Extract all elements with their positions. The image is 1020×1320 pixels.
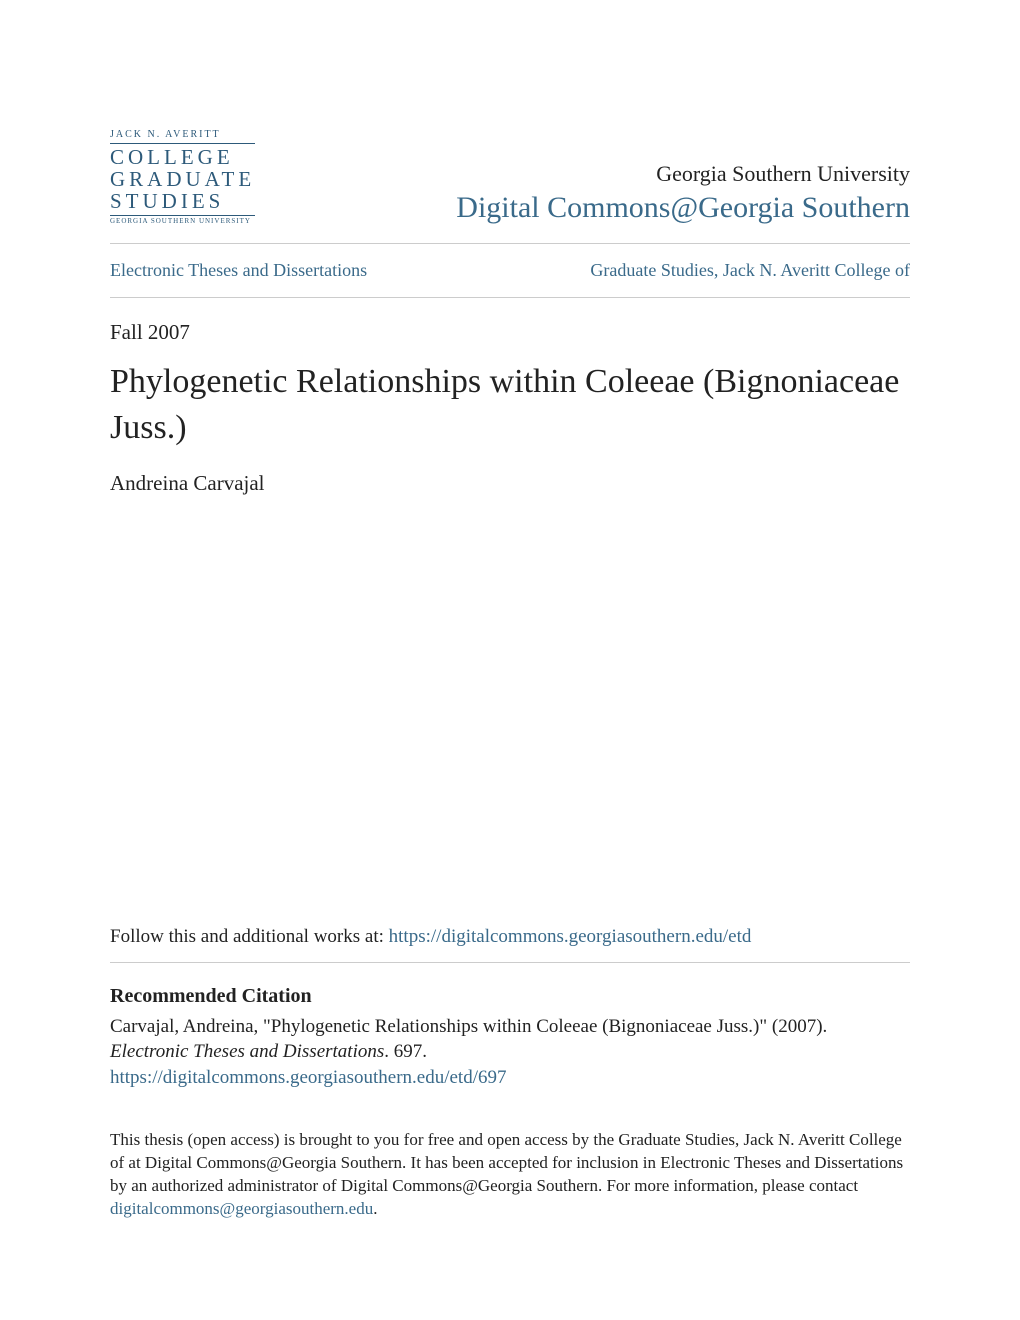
collection-link[interactable]: Electronic Theses and Dissertations <box>110 260 367 281</box>
breadcrumb-row: Electronic Theses and Dissertations Grad… <box>110 244 910 297</box>
logo-top-line: JACK N. AVERITT <box>110 130 255 144</box>
follow-url[interactable]: https://digitalcommons.georgiasouthern.e… <box>389 926 752 947</box>
footer-suffix: . <box>373 1199 377 1218</box>
logo-line-graduate: GRADUATE <box>110 168 255 190</box>
citation-url[interactable]: https://digitalcommons.georgiasouthern.e… <box>110 1067 507 1088</box>
header-right: Georgia Southern University Digital Comm… <box>456 161 910 225</box>
divider-breadcrumb <box>110 297 910 298</box>
divider-follow <box>110 962 910 963</box>
citation-series: Electronic Theses and Dissertations <box>110 1041 384 1062</box>
citation-block: Carvajal, Andreina, "Phylogenetic Relati… <box>110 1014 910 1091</box>
department-link[interactable]: Graduate Studies, Jack N. Averitt Colleg… <box>590 260 910 281</box>
citation-suffix: . 697. <box>384 1041 427 1062</box>
follow-line: Follow this and additional works at: htt… <box>110 926 910 948</box>
footer-email[interactable]: digitalcommons@georgiasouthern.edu <box>110 1199 373 1218</box>
document-title: Phylogenetic Relationships within Coleea… <box>110 359 910 451</box>
citation-heading: Recommended Citation <box>110 985 910 1008</box>
logo-sub-line: GEORGIA SOUTHERN UNIVERSITY <box>110 215 255 225</box>
citation-prefix: Carvajal, Andreina, "Phylogenetic Relati… <box>110 1016 827 1037</box>
repository-link[interactable]: Digital Commons@Georgia Southern <box>456 191 910 224</box>
logo-line-college: COLLEGE <box>110 146 255 168</box>
college-logo: JACK N. AVERITT COLLEGE GRADUATE STUDIES… <box>110 130 255 225</box>
logo-line-studies: STUDIES <box>110 190 255 212</box>
publication-date: Fall 2007 <box>110 320 910 345</box>
follow-prefix: Follow this and additional works at: <box>110 926 389 947</box>
document-page: JACK N. AVERITT COLLEGE GRADUATE STUDIES… <box>0 0 1020 1280</box>
university-name: Georgia Southern University <box>456 161 910 187</box>
footer-note: This thesis (open access) is brought to … <box>110 1129 910 1221</box>
author-name: Andreina Carvajal <box>110 471 910 496</box>
header-row: JACK N. AVERITT COLLEGE GRADUATE STUDIES… <box>110 130 910 243</box>
footer-prefix: This thesis (open access) is brought to … <box>110 1130 903 1195</box>
